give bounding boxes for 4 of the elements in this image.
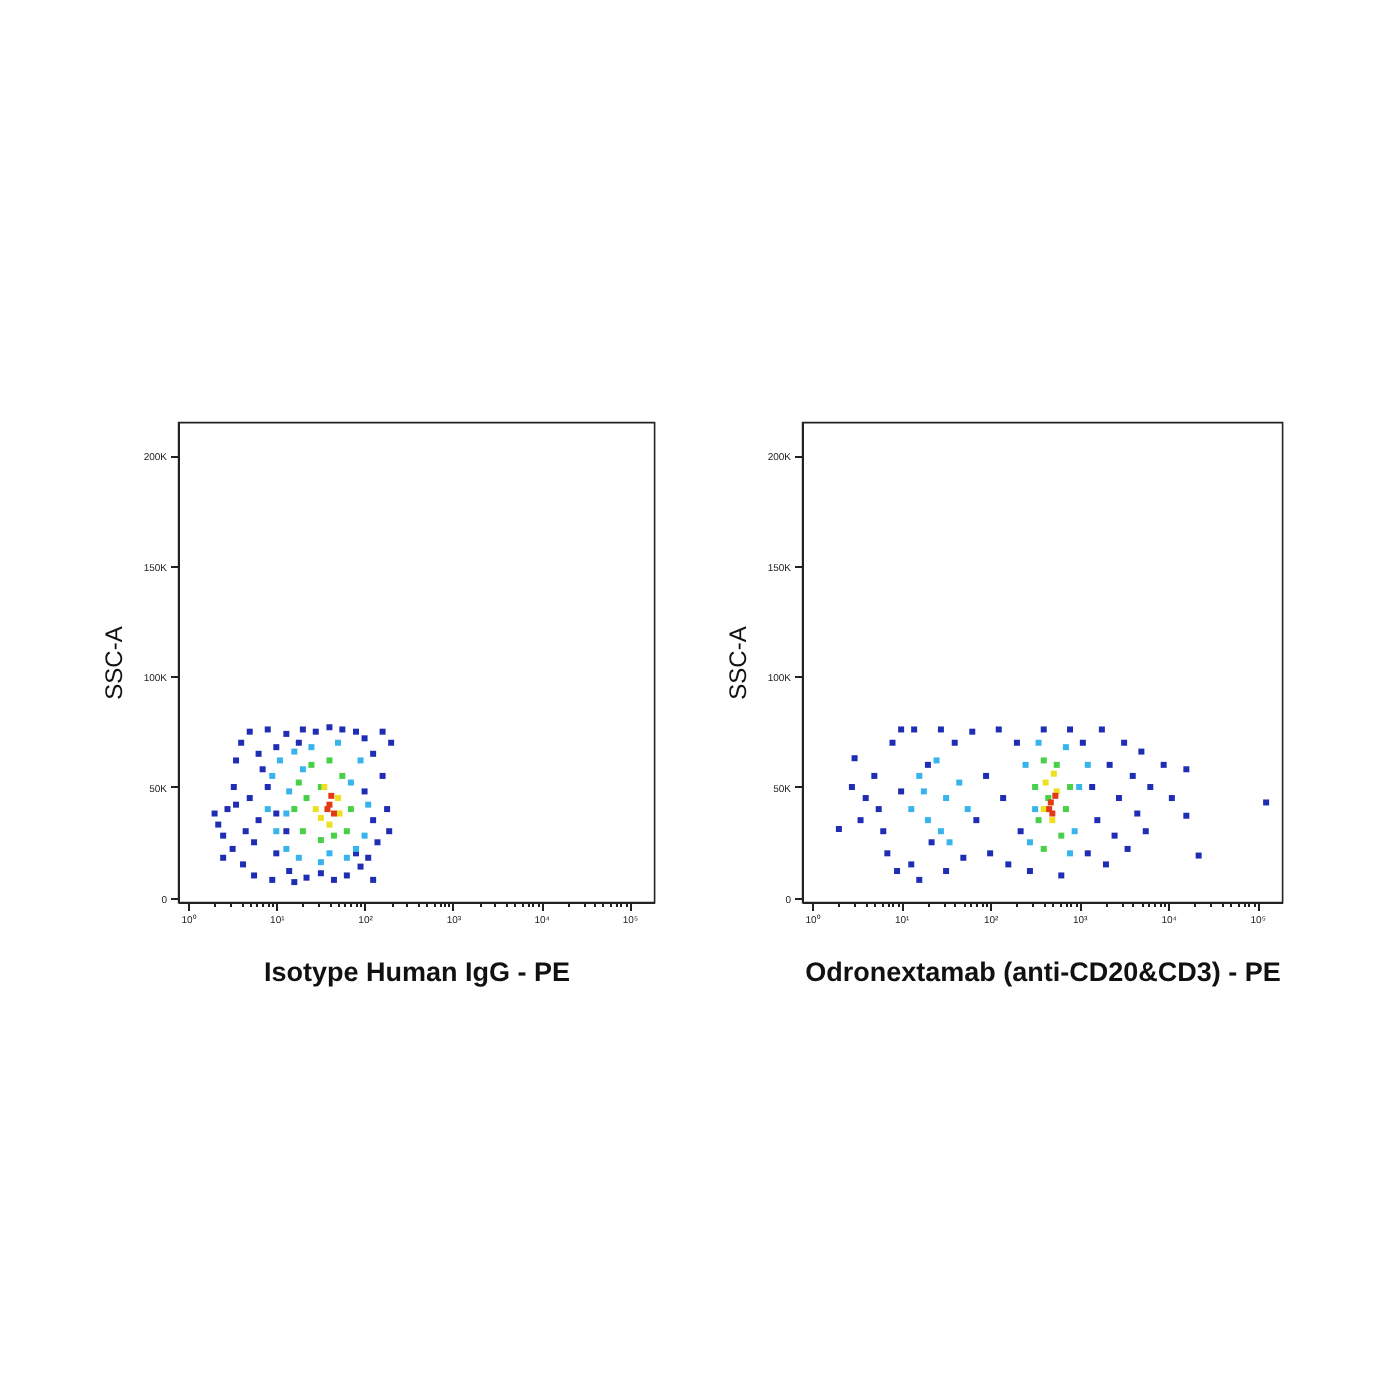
y-axis-title: SSC-A xyxy=(99,626,128,700)
y-axis-title: SSC-A xyxy=(723,626,752,700)
x-axis-title: Odronextamab (anti-CD20&CD3) - PE xyxy=(805,957,1281,987)
x-axis-title: Isotype Human IgG - PE xyxy=(263,957,571,987)
